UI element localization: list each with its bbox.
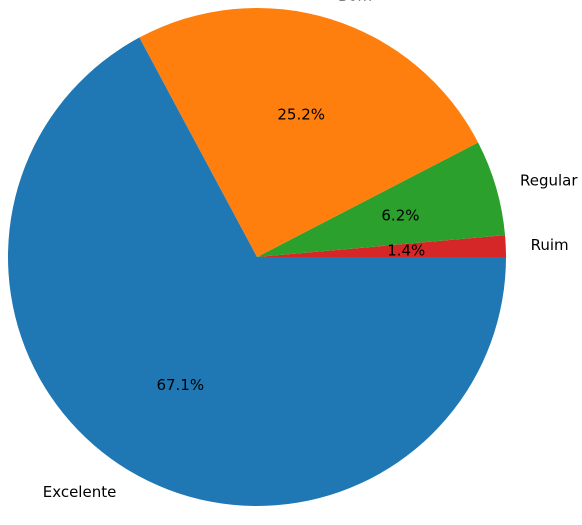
pie-percent-label-ruim: 1.4% [387, 241, 425, 259]
pie-slice-ruim [257, 235, 506, 257]
pie-percent-label-excelente: 67.1% [156, 376, 204, 394]
pie-slice-regular [257, 142, 506, 257]
pie-slice-bom [139, 7, 479, 258]
pie-percent-labels: 1.4% 6.2% 25.2% 67.1% [156, 105, 425, 394]
pie-percent-label-bom: 25.2% [277, 105, 325, 123]
pie-category-label-regular: Regular [520, 172, 578, 190]
pie-percent-label-regular: 6.2% [381, 206, 419, 224]
pie-category-labels: Ruim Regular Bom Excelente [43, 0, 579, 501]
pie-category-label-bom: Bom [338, 0, 372, 4]
pie-category-label-excelente: Excelente [43, 483, 117, 501]
pie-category-label-ruim: Ruim [531, 236, 569, 254]
pie-slices [7, 7, 507, 507]
pie-slice-excelente [7, 37, 507, 507]
